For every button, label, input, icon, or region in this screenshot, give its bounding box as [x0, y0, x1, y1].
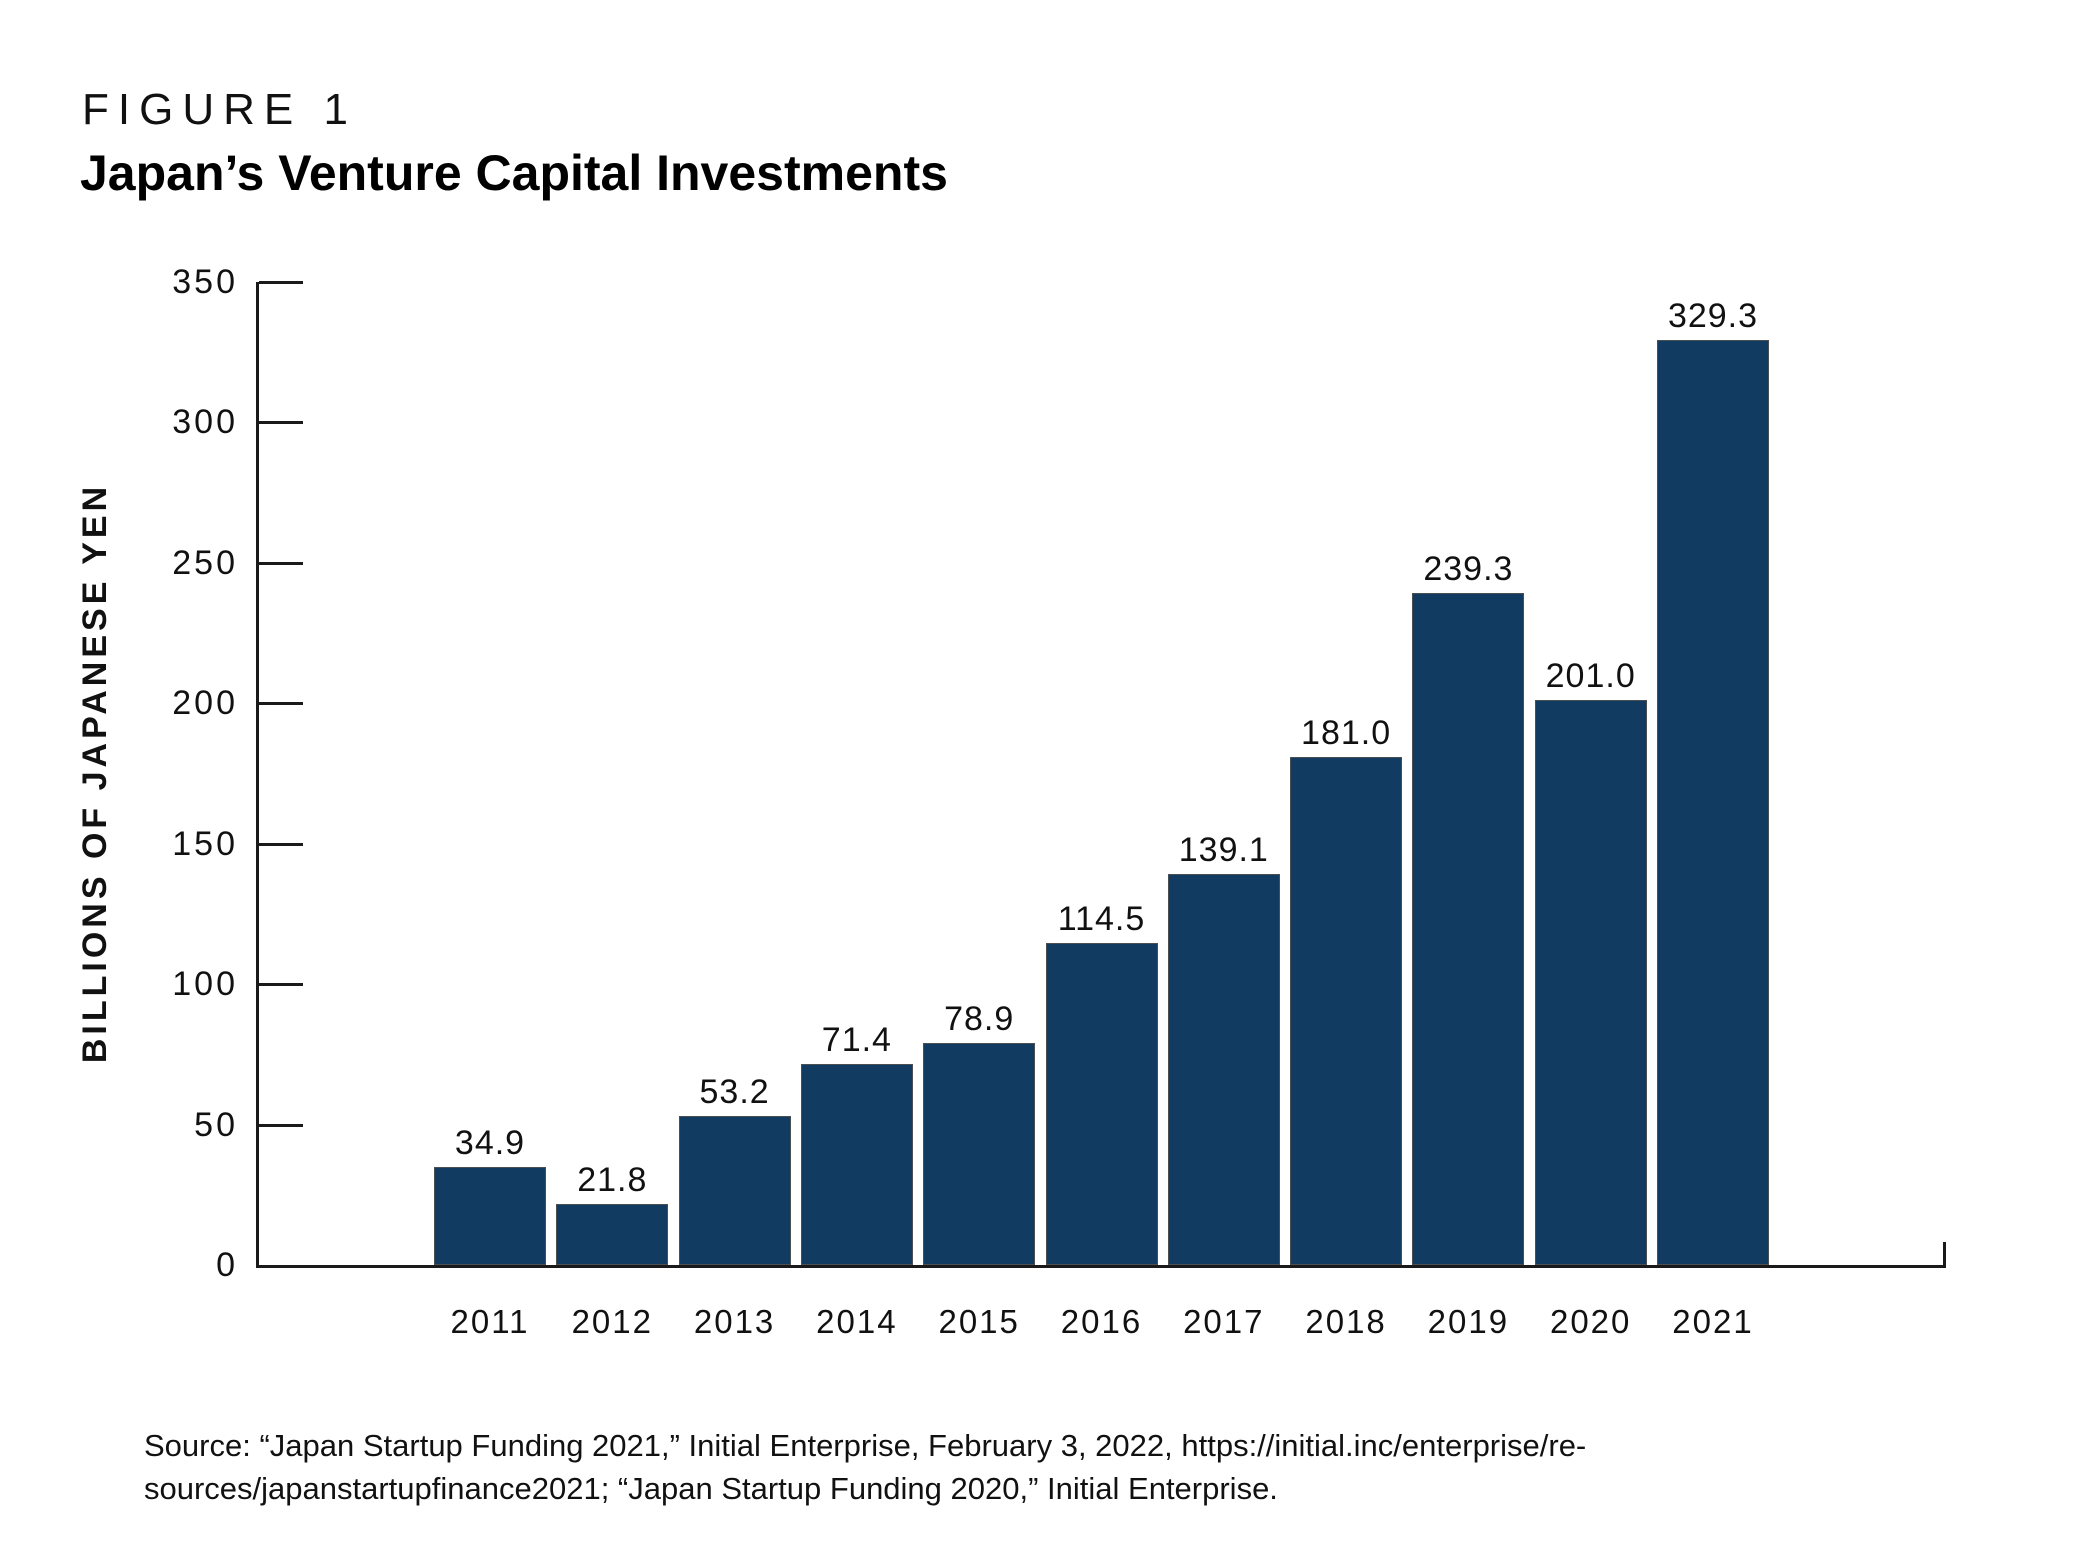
x-category-label: 2011 [450, 1303, 530, 1340]
x-category-label: 2013 [693, 1303, 776, 1340]
y-tick-label: 250 [172, 543, 238, 582]
y-tick-mark [259, 983, 303, 987]
y-tick-label: 200 [172, 684, 238, 723]
bar [1534, 700, 1647, 1265]
bar [1290, 756, 1403, 1265]
y-tick-mark [259, 561, 303, 565]
bar-value-label: 53.2 [699, 1072, 770, 1111]
bar-value-label: 239.3 [1423, 549, 1514, 588]
figure-title: Japan’s Venture Capital Investments [80, 145, 948, 201]
y-tick-label: 350 [172, 263, 238, 301]
y-axis-line [256, 282, 259, 1268]
bar [434, 1166, 546, 1265]
bar-value-label: 139.1 [1178, 831, 1269, 870]
y-tick-label: 100 [172, 965, 238, 1004]
x-category-label: 2017 [1183, 1303, 1265, 1340]
bar [678, 1115, 791, 1265]
bar-value-label: 71.4 [821, 1021, 892, 1060]
source-line-2: sources/japanstartupfinance2021; “Japan … [144, 1471, 1278, 1506]
bar [923, 1043, 1036, 1265]
y-tick-label: 300 [172, 403, 238, 442]
y-tick-mark [259, 702, 303, 706]
source-line-1: Source: “Japan Startup Funding 2021,” In… [144, 1428, 1587, 1463]
bar-value-label: 181.0 [1301, 713, 1392, 752]
y-tick-label: 150 [172, 824, 238, 863]
bar-value-label: 114.5 [1057, 900, 1146, 939]
x-category-label: 2018 [1305, 1303, 1387, 1340]
bar [556, 1203, 669, 1265]
x-category-label: 2020 [1549, 1303, 1632, 1340]
bar [1657, 340, 1769, 1265]
y-tick-mark [259, 281, 303, 284]
figure-kicker: FIGURE 1 [82, 85, 357, 134]
x-category-label: 2012 [571, 1303, 653, 1340]
bar [800, 1064, 913, 1265]
bar-value-label: 78.9 [944, 1000, 1015, 1039]
x-axis-end-tick [1943, 1242, 1946, 1268]
y-tick-mark [259, 1123, 303, 1127]
bar-value-label: 21.8 [577, 1160, 648, 1199]
bar-value-label: 201.0 [1545, 657, 1636, 696]
bar-value-label: 34.9 [454, 1123, 526, 1162]
y-tick-label: 50 [194, 1105, 238, 1144]
x-category-label: 2016 [1060, 1303, 1143, 1340]
y-tick-mark [259, 842, 303, 846]
y-tick-mark [259, 421, 303, 425]
x-category-label: 2014 [816, 1303, 898, 1340]
bar [1167, 874, 1280, 1265]
bar-value-label: 329.3 [1667, 297, 1759, 336]
x-axis-line [256, 1265, 1946, 1268]
source-note: Source: “Japan Startup Funding 2021,” In… [144, 1424, 1586, 1510]
y-tick-label: 0 [216, 1246, 238, 1284]
bar [1412, 592, 1525, 1265]
x-category-label: 2015 [938, 1303, 1020, 1340]
x-category-label: 2021 [1672, 1303, 1754, 1340]
x-category-label: 2019 [1427, 1303, 1510, 1340]
bar [1045, 943, 1158, 1265]
y-axis-title: BILLIONS OF JAPANESE YEN [76, 482, 114, 1064]
